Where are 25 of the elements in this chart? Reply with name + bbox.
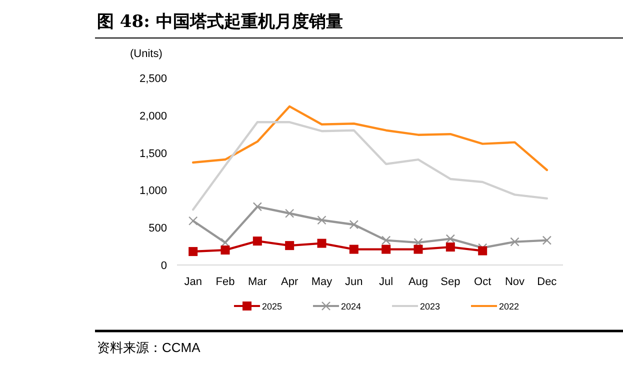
x-tick-label: Sep xyxy=(440,276,460,288)
chart-title: 图 48: 中国塔式起重机月度销量 xyxy=(97,12,343,32)
y-tick-label: 2,000 xyxy=(139,110,167,122)
legend-label: 2025 xyxy=(262,302,282,312)
x-tick-label: Nov xyxy=(504,276,526,288)
x-tick-label: Feb xyxy=(216,276,235,288)
y-tick-label: 1,000 xyxy=(139,185,167,198)
legend-label: 2022 xyxy=(499,302,520,312)
text: 资料来源：CCMA xyxy=(97,340,201,355)
x-tick-label: May xyxy=(311,276,333,288)
y-axis-title: (Units) xyxy=(130,48,162,60)
x-tick-label: Dec xyxy=(537,276,558,288)
x-tick-label: Jan xyxy=(184,276,202,288)
x-tick-label: Jun xyxy=(345,276,363,288)
x-tick-label: Apr xyxy=(281,276,298,288)
x-tick-label: Jul xyxy=(379,276,394,288)
x-tick-label: Aug xyxy=(408,276,428,288)
legend-label: 2024 xyxy=(341,302,362,312)
x-tick-label: Mar xyxy=(248,276,268,288)
x-tick-label: Oct xyxy=(474,276,492,288)
y-tick-label: 500 xyxy=(148,222,167,235)
y-tick-label: 2,500 xyxy=(139,73,167,85)
y-tick-label: 0 xyxy=(160,260,167,272)
legend-label: 2023 xyxy=(420,302,440,312)
y-tick-label: 1,500 xyxy=(139,148,167,160)
